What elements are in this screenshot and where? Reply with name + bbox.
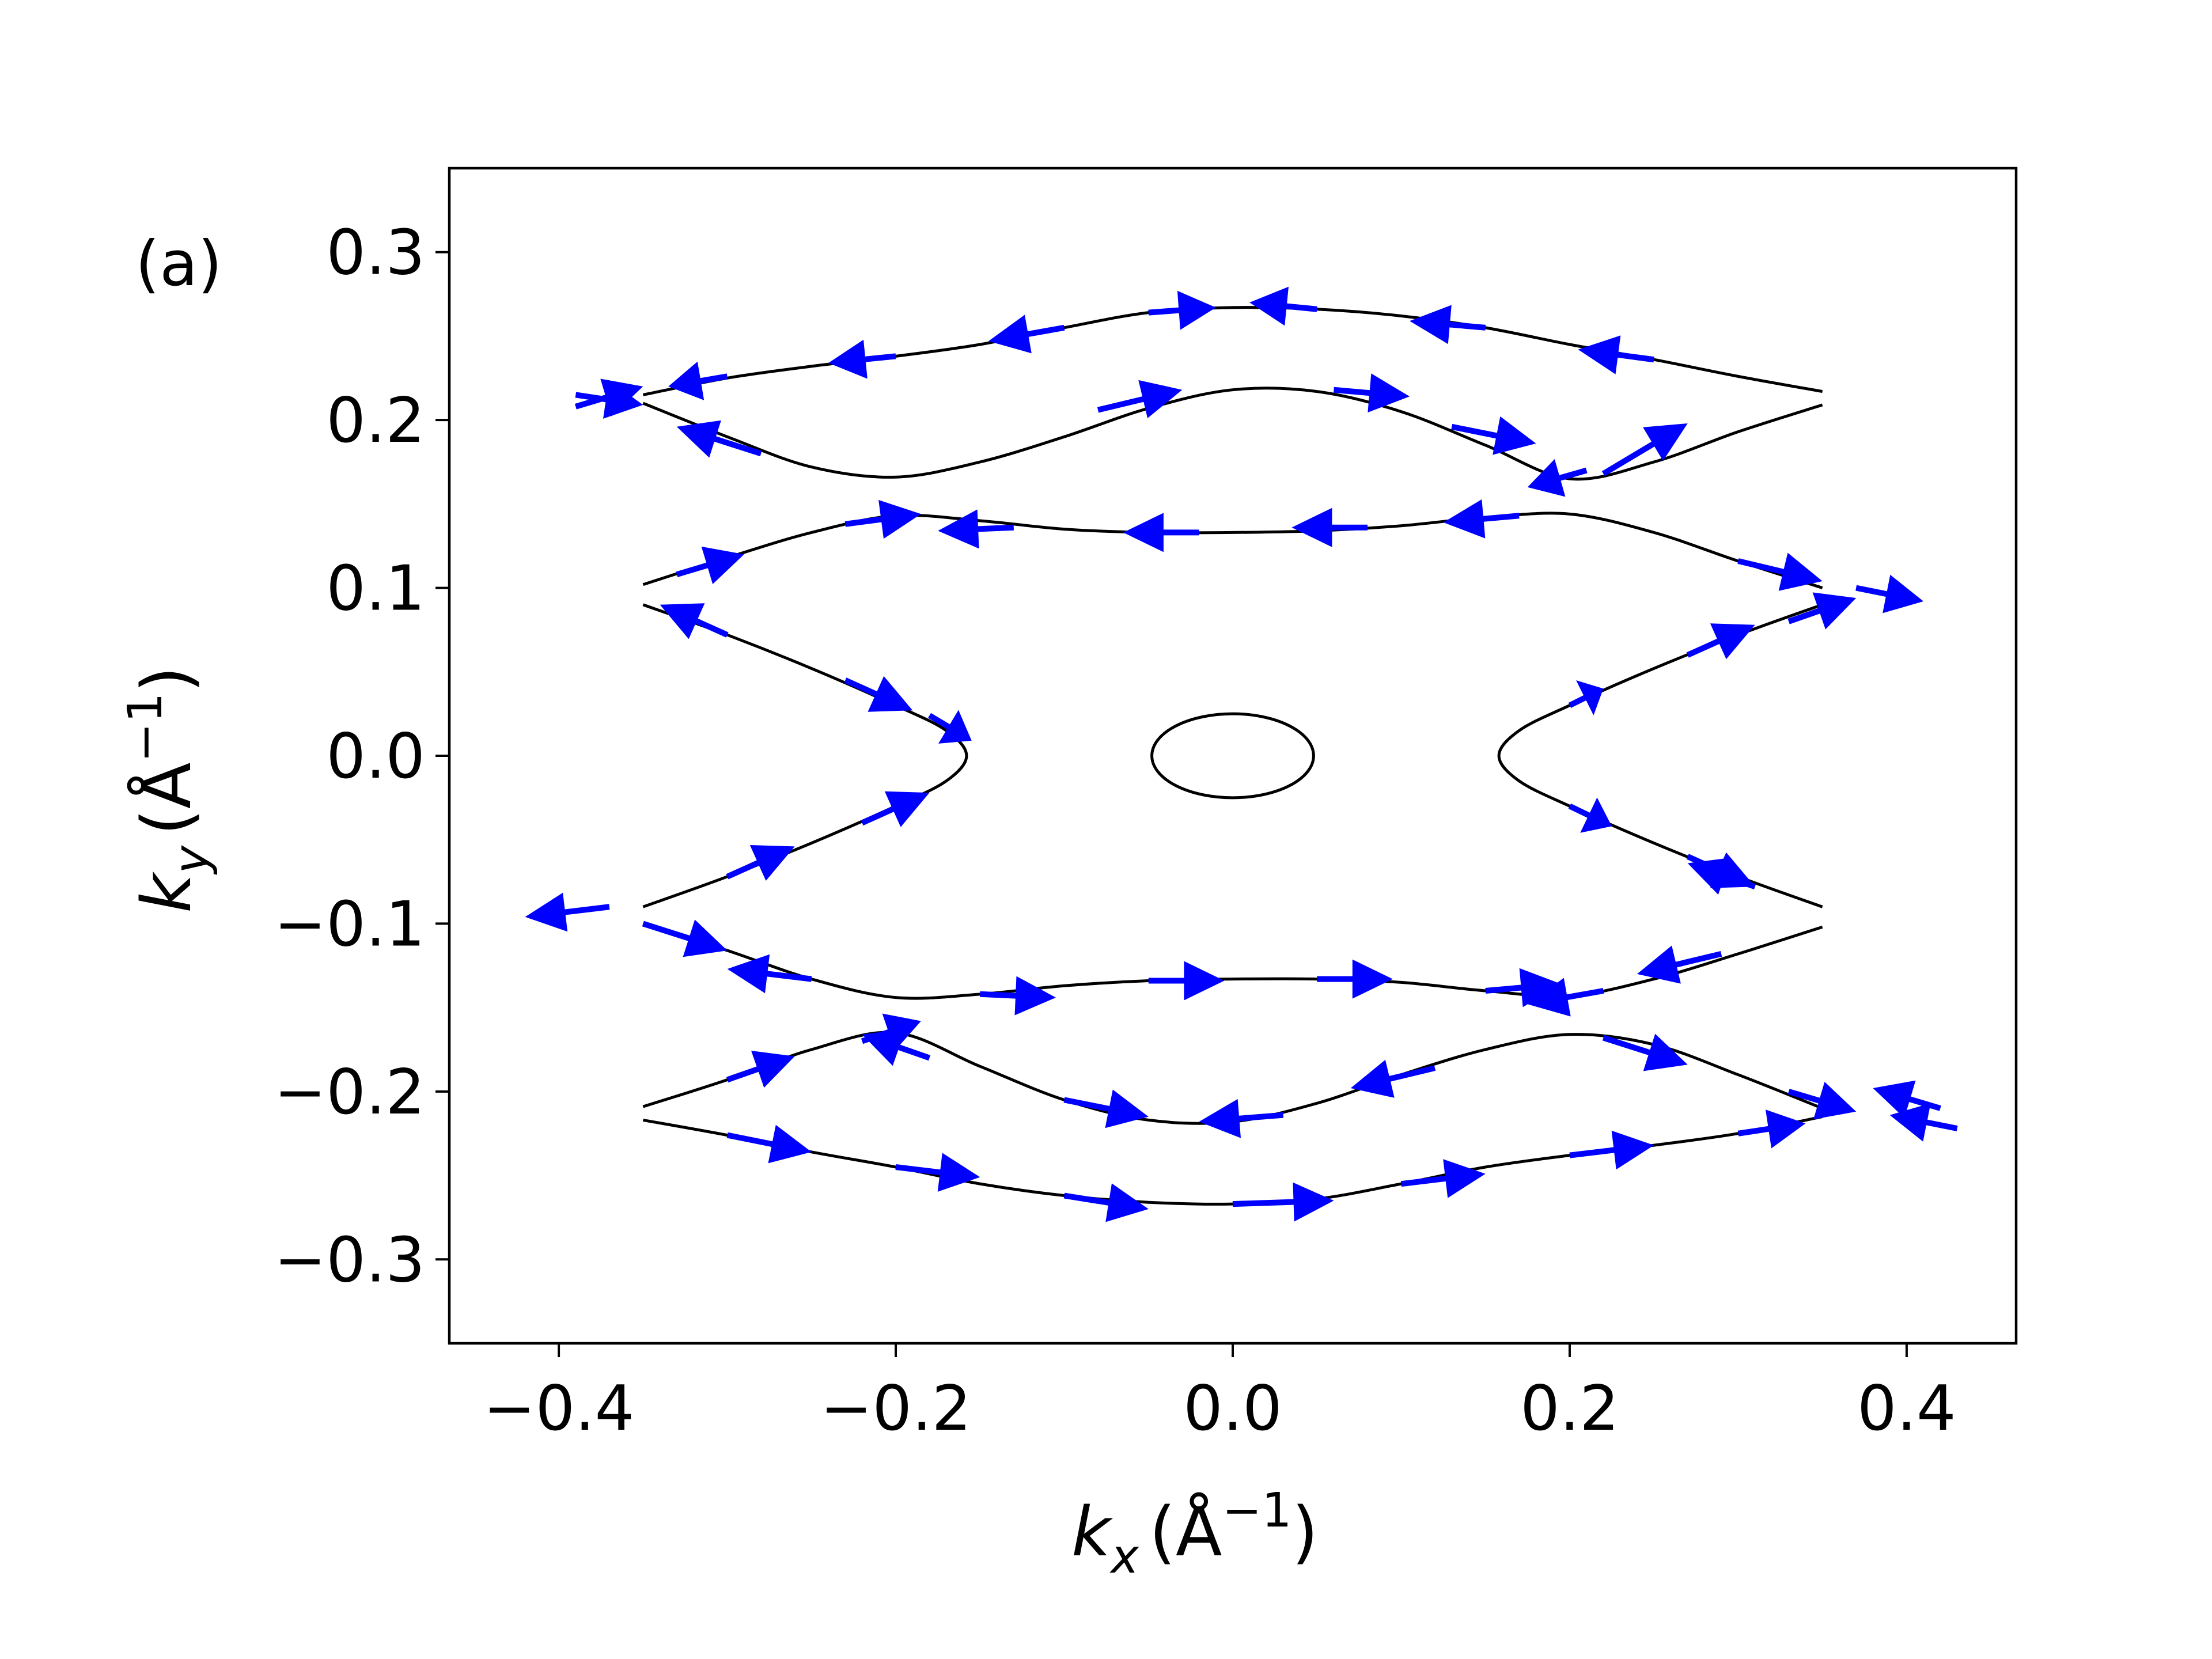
spin-arrow-1 <box>828 339 896 379</box>
spin-arrow-21 <box>1737 552 1823 591</box>
spin-arrow-16 <box>844 499 921 539</box>
spin-arrow-49 <box>1602 1033 1688 1071</box>
x-axis-ticks: −0.4 −0.2 0.0 0.2 0.4 <box>483 1343 1956 1445</box>
spin-arrows <box>525 286 1958 1222</box>
spin-arrow-42 <box>1637 945 1722 984</box>
x-tick-label: −0.4 <box>483 1373 634 1445</box>
y-axis-ticks: −0.3 −0.2 −0.1 0.0 0.1 0.2 0.3 <box>274 217 449 1296</box>
spin-arrow-41 <box>1527 978 1604 1017</box>
y-tick-label: 0.3 <box>326 217 425 289</box>
spin-arrow-55 <box>1063 1183 1149 1222</box>
spin-arrow-35 <box>642 919 728 957</box>
spin-arrow-27 <box>1686 623 1755 660</box>
y-tick-label: −0.1 <box>274 888 425 960</box>
spin-arrow-53 <box>726 1124 812 1164</box>
spin-arrow-54 <box>895 1153 980 1192</box>
x-axis-label-sub: x <box>1109 1529 1139 1584</box>
x-tick-label: 0.4 <box>1857 1373 1956 1445</box>
contour-curve-1 <box>642 387 1823 481</box>
spin-arrow-10 <box>1097 380 1183 418</box>
spin-arrow-31 <box>525 892 610 932</box>
x-tick-label: −0.2 <box>820 1373 971 1445</box>
spin-arrow-56 <box>1232 1182 1334 1222</box>
spin-arrow-5 <box>1410 305 1486 344</box>
spin-arrow-17 <box>938 509 1014 549</box>
spin-arrow-20 <box>1443 499 1520 539</box>
spin-arrow-38 <box>1148 961 1225 1001</box>
spin-arrow-4 <box>1249 286 1317 326</box>
spin-arrow-58 <box>1569 1130 1654 1170</box>
panel-label: (a) <box>135 228 222 300</box>
spin-arrow-18 <box>1123 513 1199 552</box>
spin-arrow-13 <box>1601 423 1688 476</box>
y-axis-label-exp: −1 <box>118 692 173 762</box>
spin-arrow-57 <box>1400 1159 1486 1198</box>
y-tick-label: 0.1 <box>326 553 425 625</box>
spin-arrow-52 <box>1889 1103 1958 1142</box>
spin-arrow-29 <box>861 791 930 827</box>
spin-arrow-12 <box>1451 416 1536 455</box>
spin-arrow-37 <box>980 976 1056 1016</box>
spin-arrow-32 <box>1568 797 1612 833</box>
x-axis-label-exp: −1 <box>1222 1483 1292 1538</box>
spin-arrow-0 <box>668 361 728 400</box>
x-axis-label: kx (Å−1) <box>1071 1483 1319 1584</box>
spin-arrow-46 <box>1063 1089 1149 1128</box>
spin-arrow-11 <box>1334 373 1410 412</box>
y-tick-label: 0.2 <box>326 385 425 457</box>
spin-arrow-14 <box>1527 459 1588 497</box>
spin-arrow-24 <box>844 676 913 712</box>
spin-arrow-39 <box>1317 959 1393 999</box>
contour-curve-8 <box>1150 712 1315 800</box>
y-axis-label: ky (Å−1) <box>118 666 219 913</box>
spin-arrow-3 <box>1148 290 1216 330</box>
x-axis-label-unit: (Å <box>1149 1492 1222 1571</box>
spin-arrow-50 <box>1787 1082 1857 1120</box>
spin-arrow-15 <box>676 546 744 585</box>
spin-arrow-25 <box>928 710 972 744</box>
y-tick-label: 0.0 <box>326 721 425 793</box>
spin-arrow-51 <box>1873 1080 1941 1118</box>
spin-arrow-6 <box>1578 335 1654 374</box>
spin-arrow-40 <box>1485 968 1562 1007</box>
spin-arrow-28 <box>1787 592 1857 630</box>
spin-arrow-23 <box>660 603 729 639</box>
y-tick-label: −0.3 <box>274 1224 425 1296</box>
spin-arrow-22 <box>1855 574 1924 613</box>
contour-curve-2 <box>642 512 1823 589</box>
spin-arrow-26 <box>1568 680 1604 715</box>
y-axis-label-unit: (Å <box>127 762 206 835</box>
spin-arrow-43 <box>726 1051 795 1088</box>
spin-arrow-34 <box>1687 857 1756 895</box>
spin-arrow-45 <box>862 1029 931 1066</box>
x-axis-label-close: ) <box>1292 1492 1319 1571</box>
spin-arrow-8 <box>574 378 643 416</box>
y-tick-label: −0.2 <box>274 1056 425 1128</box>
y-axis-label-symbol: k <box>127 871 206 913</box>
y-axis-label-sub: y <box>164 845 219 876</box>
x-tick-label: 0.0 <box>1183 1373 1282 1445</box>
spin-arrow-2 <box>988 315 1065 354</box>
contour-curve-5 <box>642 922 1823 1000</box>
spin-arrow-36 <box>727 954 812 994</box>
spin-arrow-48 <box>1350 1059 1436 1098</box>
spin-arrow-59 <box>1737 1109 1806 1149</box>
spin-arrow-9 <box>676 420 762 458</box>
x-axis-label-symbol: k <box>1071 1492 1113 1571</box>
spin-arrow-19 <box>1291 507 1368 547</box>
y-axis-label-close: ) <box>127 666 206 692</box>
spin-arrow-47 <box>1199 1099 1284 1138</box>
spin-arrow-30 <box>726 845 795 881</box>
x-tick-label: 0.2 <box>1520 1373 1619 1445</box>
